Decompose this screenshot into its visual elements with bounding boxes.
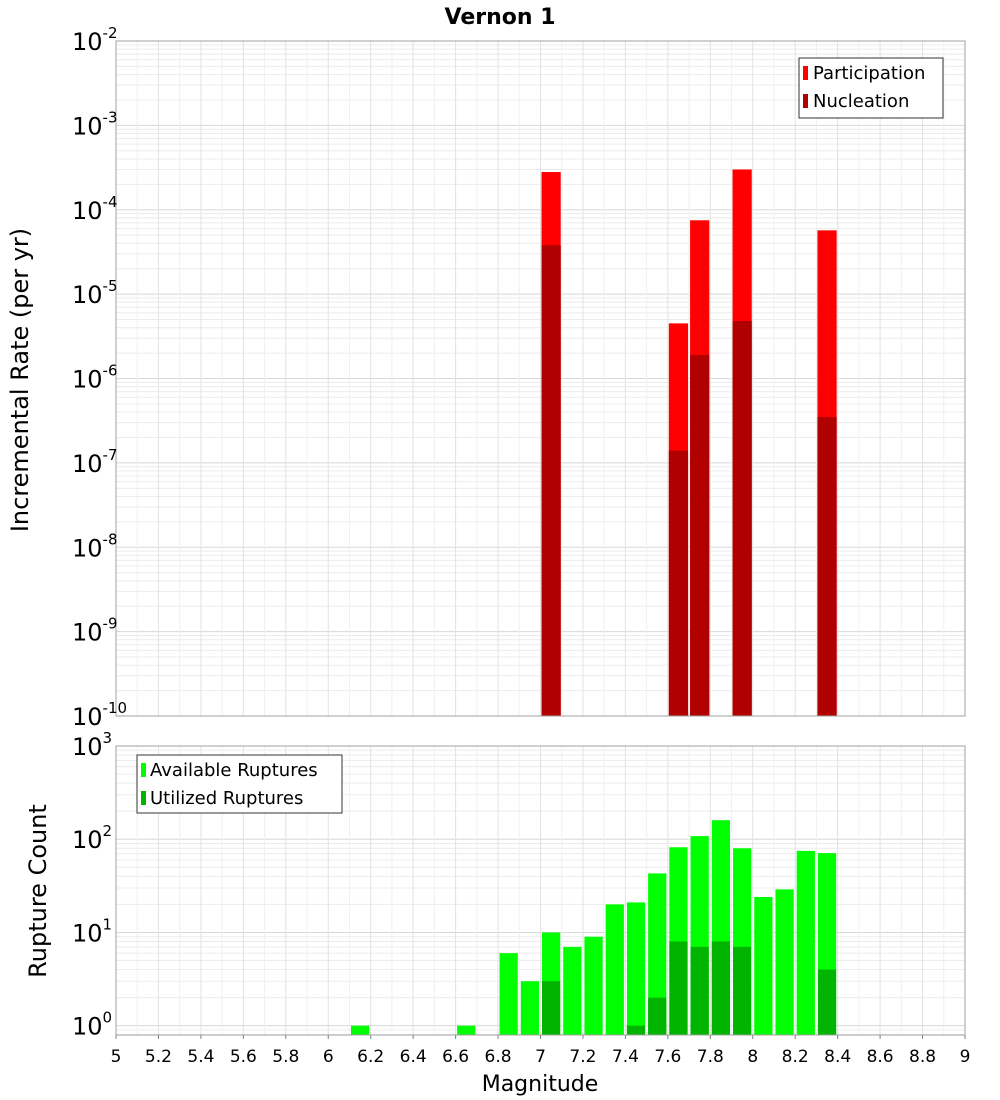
x-tick-label: 5.4 [187, 1047, 214, 1067]
bar-utilized-ruptures [711, 941, 731, 1035]
y-tick-label: 103 [72, 729, 112, 761]
available-legend-swatch [141, 763, 146, 777]
rate-plot-bars [541, 169, 837, 717]
rate-plot-border [115, 40, 966, 717]
bar-available-ruptures [584, 936, 603, 1035]
count-y-axis-label: Rupture Count [24, 804, 52, 978]
y-tick-label: 10-7 [72, 446, 118, 478]
y-tick-label: 10-4 [72, 193, 118, 225]
bar-utilized-ruptures [648, 997, 667, 1035]
rate-legend-box [798, 57, 944, 119]
x-tick-label: 6.8 [485, 1047, 512, 1067]
y-tick-label: 10-5 [72, 277, 118, 309]
count-plot: 100 101 102 103 5 5.2 5.4 5.6 5.8 6 6.2 6.4 6.6 6.8 7… [24, 729, 970, 1097]
x-tick-label: 5.8 [272, 1047, 299, 1067]
x-tick-label: 5 [111, 1047, 122, 1067]
y-tick-label: 100 [72, 1009, 112, 1041]
utilized-legend-label: Utilized Ruptures [150, 788, 303, 809]
count-plot-bars [350, 820, 837, 1035]
x-tick-label: 8.4 [824, 1047, 851, 1067]
count-legend: Available Ruptures Utilized Ruptures [136, 754, 343, 814]
bar-utilized-ruptures [733, 946, 752, 1035]
x-tick-label: 7.2 [569, 1047, 596, 1067]
bar-available-ruptures [754, 897, 773, 1035]
bar-available-ruptures [648, 873, 667, 1035]
bar-nucleation [817, 416, 837, 716]
count-legend-box [136, 754, 343, 814]
x-tick-label: 8.2 [782, 1047, 809, 1067]
x-tick-label: 5.2 [145, 1047, 172, 1067]
chart-title: Vernon 1 [445, 5, 556, 30]
bar-nucleation [668, 450, 689, 716]
bar-available-ruptures [499, 953, 518, 1035]
bar-available-ruptures [626, 902, 646, 1035]
x-tick-label: 7.6 [654, 1047, 681, 1067]
utilized-legend-swatch [141, 791, 146, 805]
nucleation-legend-swatch [803, 94, 808, 108]
available-legend-label: Available Ruptures [150, 760, 318, 781]
participation-legend-label: Participation [813, 63, 925, 84]
x-tick-label: 5.6 [230, 1047, 257, 1067]
x-tick-label: 7 [535, 1047, 546, 1067]
y-tick-label: 102 [72, 822, 112, 854]
bar-available-ruptures [457, 1025, 476, 1035]
bar-utilized-ruptures [690, 946, 709, 1035]
participation-legend-swatch [803, 66, 808, 80]
x-axis-ticks: 5 5.2 5.4 5.6 5.8 6 6.2 6.4 6.6 6.8 7 7.2 7.4 7.6 7.8 8… [111, 1035, 971, 1067]
nucleation-legend-label: Nucleation [813, 91, 909, 112]
bar-available-ruptures [350, 1025, 370, 1035]
y-tick-label: 10-9 [72, 615, 118, 647]
y-tick-label: 10-2 [72, 24, 118, 56]
x-tick-label: 6.6 [442, 1047, 469, 1067]
bar-available-ruptures [563, 946, 582, 1035]
bar-utilized-ruptures [669, 941, 688, 1035]
rate-legend: Participation Nucleation [798, 57, 944, 119]
rate-y-axis-label: Incremental Rate (per yr) [6, 228, 34, 532]
y-tick-label: 101 [72, 915, 112, 947]
x-tick-label: 6 [323, 1047, 334, 1067]
bar-available-ruptures [775, 889, 794, 1035]
bar-available-ruptures [520, 981, 539, 1035]
bar-available-ruptures [796, 850, 815, 1035]
x-tick-label: 8.8 [909, 1047, 936, 1067]
y-tick-label: 10-6 [72, 362, 118, 394]
y-tick-label: 10-3 [72, 108, 118, 140]
bar-available-ruptures [605, 904, 624, 1035]
bar-utilized-ruptures [626, 1025, 646, 1035]
rate-plot: 10-10 10-9 10-8 10-7 10-6 10-5 10-4 10-3 10-2 In… [6, 24, 966, 731]
x-tick-label: 6.2 [357, 1047, 384, 1067]
x-tick-label: 9 [960, 1047, 971, 1067]
bar-nucleation [541, 245, 561, 717]
bar-utilized-ruptures [542, 981, 561, 1035]
y-tick-label: 10-10 [72, 699, 127, 731]
bar-nucleation [690, 354, 710, 716]
count-plot-y-ticks: 100 101 102 103 [72, 729, 112, 1041]
rate-plot-grid [115, 41, 966, 717]
y-tick-label: 10-8 [72, 530, 118, 562]
x-tick-label: 8.6 [867, 1047, 894, 1067]
bar-nucleation [732, 321, 752, 716]
x-tick-label: 8 [747, 1047, 758, 1067]
x-tick-label: 6.4 [400, 1047, 427, 1067]
x-tick-label: 7.8 [697, 1047, 724, 1067]
x-axis-label: Magnitude [482, 1072, 599, 1097]
x-tick-label: 7.4 [612, 1047, 639, 1067]
bar-utilized-ruptures [817, 969, 837, 1035]
rate-plot-y-ticks: 10-10 10-9 10-8 10-7 10-6 10-5 10-4 10-3 10-2 [72, 24, 127, 731]
